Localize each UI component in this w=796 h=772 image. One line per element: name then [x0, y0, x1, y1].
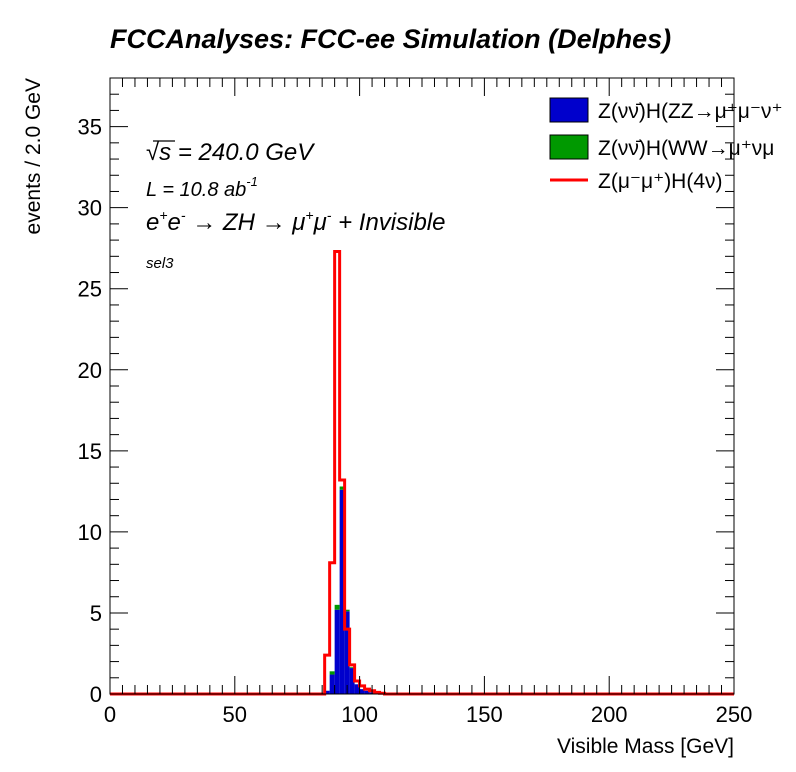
x-axis-label: Visible Mass [GeV] — [557, 735, 734, 758]
bar-series1-bin4 — [349, 667, 355, 669]
legend-label-signal: Z(μ⁻μ⁺)H(4ν) — [598, 170, 723, 193]
signal-step-line — [110, 249, 734, 696]
legend: Z(νν̄)H(ZZ→μ⁺μ⁻ν⁺ Z(νν̄)H(WW→μ⁺νμ Z(μ⁻μ⁺… — [549, 97, 783, 193]
energy-value: = 240.0 GeV — [178, 139, 315, 166]
annotation-process: e+e- → ZH → μ+μ- + Invisible — [146, 207, 445, 236]
legend-label-zz: Z(νν̄)H(ZZ→μ⁺μ⁻ν⁺ — [598, 100, 783, 123]
bar-series0-bin0 — [324, 690, 330, 694]
bar-series0-bin7 — [359, 689, 365, 694]
bar-series0-bin8 — [364, 690, 370, 694]
bar-series1-bin3 — [344, 609, 350, 612]
histogram-layer — [110, 249, 734, 696]
y-axis-label: events / 2.0 GeV — [22, 78, 45, 234]
x-tick-label-1: 50 — [223, 702, 247, 727]
sqrt-s-symbol: √s — [146, 139, 171, 166]
bar-series0-bin1 — [329, 674, 335, 694]
bar-series1-bin1 — [334, 604, 340, 610]
x-tick-label-5: 250 — [716, 702, 753, 727]
bar-series0-bin6 — [354, 684, 360, 694]
bar-series0-bin3 — [339, 489, 345, 694]
legend-label-ww: Z(νν̄)H(WW→μ⁺νμ — [598, 137, 774, 160]
bar-series1-bin0 — [329, 671, 335, 675]
ticks-layer: 0 50 100 150 200 250 0 5 10 15 20 25 30 35 — [78, 77, 753, 727]
y-tick-label-7: 35 — [78, 115, 102, 140]
x-tick-label-4: 200 — [591, 702, 628, 727]
bar-series0-bin2 — [334, 609, 340, 694]
chart-title: FCCAnalyses: FCC-ee Simulation (Delphes) — [110, 24, 671, 54]
y-tick-label-5: 25 — [78, 277, 102, 302]
annotation-luminosity: L = 10.8 ab-1 — [146, 174, 258, 201]
y-tick-label-0: 0 — [90, 682, 102, 707]
bar-series0-bin5 — [349, 668, 355, 694]
annotation-selection: sel3 — [146, 255, 174, 272]
y-tick-label-4: 20 — [78, 358, 102, 383]
y-tick-label-1: 5 — [90, 601, 102, 626]
legend-swatch-ww — [549, 134, 589, 160]
y-tick-label-6: 30 — [78, 196, 102, 221]
y-tick-label-3: 15 — [78, 439, 102, 464]
bar-series0-bin4 — [344, 611, 350, 694]
y-tick-label-2: 10 — [78, 520, 102, 545]
legend-swatch-zz — [549, 97, 589, 123]
bar-series1-bin2 — [339, 486, 345, 490]
x-tick-label-2: 100 — [341, 702, 378, 727]
annotation-energy: √s = 240.0 GeV — [146, 139, 315, 166]
svg-text:√s = 240.0 GeV: √s = 240.0 GeV — [146, 139, 315, 166]
x-tick-label-3: 150 — [466, 702, 503, 727]
x-tick-label-0: 0 — [104, 702, 116, 727]
